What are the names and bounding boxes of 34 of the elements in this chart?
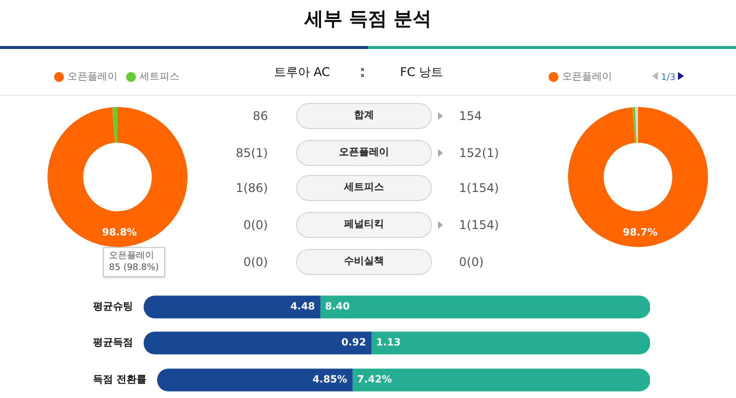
text: 세트피스 <box>296 175 432 201</box>
data-label: 98.8% <box>102 228 137 239</box>
legend-label: 오픈플레이 <box>562 72 612 83</box>
data-label: 4.85% <box>312 374 348 386</box>
text: 1(154) <box>459 217 499 234</box>
text: 오픈플레이 85 (98.8%) <box>103 247 165 277</box>
text: 86 <box>252 108 268 125</box>
text: 합계 <box>296 103 432 129</box>
text: 154 <box>459 108 482 125</box>
text: 152(1) <box>459 145 499 162</box>
text: 1/3 <box>661 73 676 83</box>
legend-label: 오픈플레이 <box>68 72 118 83</box>
text: 85(1) <box>234 145 268 162</box>
data-label: 1.13 <box>376 338 401 349</box>
data-label: 8.40 <box>325 302 350 313</box>
text: 1(86) <box>234 180 268 197</box>
text: 1(154) <box>459 180 499 197</box>
text: 트루아 AC <box>272 64 330 81</box>
text: 페널티킥 <box>296 212 432 238</box>
data-label: 98.7% <box>622 228 658 239</box>
text: 0(0) <box>242 254 268 271</box>
text: 0(0) <box>242 217 268 234</box>
data-label: 0.92 <box>341 338 366 349</box>
text: 세부 득점 분석 <box>303 7 433 32</box>
y-tick-label: 득점 전환률 <box>92 374 146 386</box>
y-tick-label: 평균슈팅 <box>93 302 133 313</box>
text: 오픈플레이 <box>296 140 432 166</box>
data-label: 7.42% <box>357 374 392 386</box>
legend-label: 세트피스 <box>140 72 180 83</box>
text: 0(0) <box>459 254 484 271</box>
text: 수비실책 <box>296 249 432 275</box>
y-tick-label: 평균득점 <box>93 338 133 349</box>
data-label: 4.48 <box>290 302 316 313</box>
text: FC 낭트 <box>400 64 444 81</box>
